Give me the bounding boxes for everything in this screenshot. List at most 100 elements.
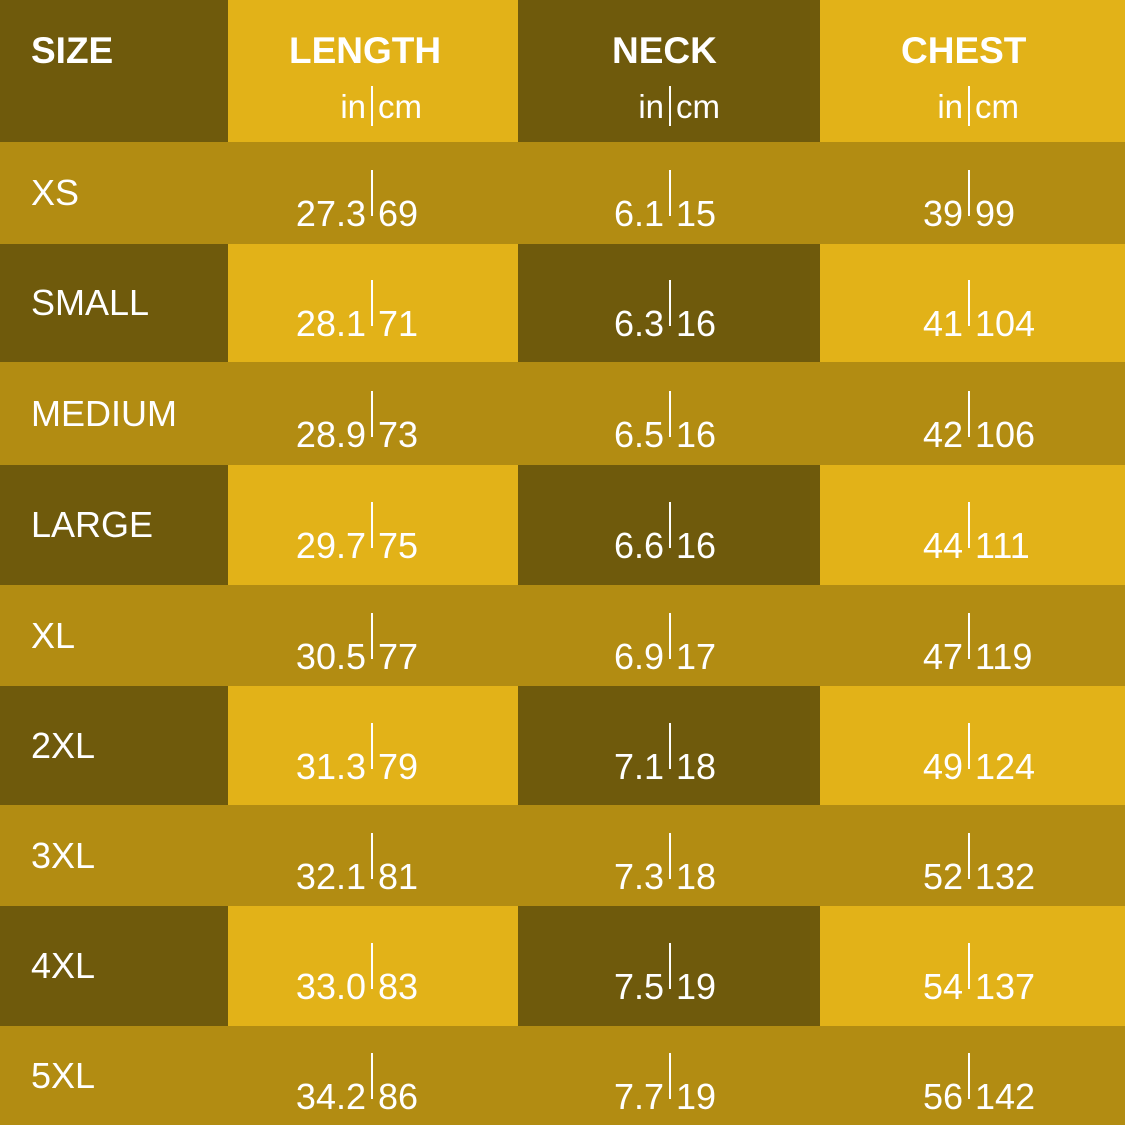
value-divider — [371, 502, 373, 548]
neck-cm: 18 — [676, 855, 717, 897]
length-cm: 83 — [378, 966, 419, 1007]
table-row: XS 27.3 69 6.1 15 39 99 — [0, 142, 1125, 244]
length-in: 28.9 — [295, 413, 366, 455]
chest-in: 39 — [922, 193, 963, 234]
neck-in: 6.9 — [613, 635, 664, 677]
size-cell: 3XL — [0, 805, 228, 906]
neck-in: 7.1 — [613, 745, 664, 787]
chest-cm: 124 — [975, 745, 1036, 787]
length-in: 31.3 — [295, 745, 366, 787]
neck-cm: 16 — [676, 413, 717, 455]
length-in: 32.1 — [295, 855, 366, 897]
value-divider — [371, 1052, 373, 1099]
c3-bg — [820, 686, 1125, 805]
neck-cm: 19 — [676, 966, 717, 1007]
unit-cm: cm — [378, 88, 422, 125]
size-cell: 4XL — [0, 906, 228, 1026]
value-divider — [669, 280, 671, 326]
c1-bg — [228, 686, 518, 805]
unit-divider — [968, 86, 970, 126]
chest-in: 41 — [922, 303, 963, 344]
value-divider — [669, 612, 671, 659]
size-cell: XS — [0, 142, 228, 244]
chest-cm: 137 — [975, 966, 1036, 1007]
size-cell: SMALL — [0, 244, 228, 362]
size-label: SMALL — [31, 282, 150, 323]
c1-bg — [228, 362, 518, 465]
size-label: 4XL — [31, 945, 96, 986]
header-chest-cell: CHEST — [820, 0, 1125, 142]
table-row: SMALL 28.1 71 6.3 16 41 104 — [0, 244, 1125, 362]
size-label: XL — [31, 614, 76, 656]
chest-in: 49 — [922, 745, 963, 787]
chest-in: 54 — [922, 966, 963, 1007]
value-divider — [371, 390, 373, 437]
table-row: MEDIUM 28.9 73 6.5 16 42 106 — [0, 362, 1125, 465]
chest-in: 52 — [922, 855, 963, 897]
neck-in: 6.1 — [613, 193, 664, 234]
value-divider — [968, 280, 970, 326]
chest-cm: 142 — [975, 1075, 1036, 1117]
c1-bg — [228, 585, 518, 686]
size-label: XS — [31, 172, 80, 213]
table-row: 5XL 34.2 86 7.7 19 56 142 — [0, 1026, 1125, 1125]
neck-in: 7.5 — [613, 966, 664, 1007]
header-size-cell: SIZE — [0, 0, 228, 142]
size-cell: 5XL — [0, 1026, 228, 1125]
chest-cm: 132 — [975, 855, 1036, 897]
size-cell: LARGE — [0, 465, 228, 585]
value-divider — [669, 390, 671, 437]
header-length-cell: LENGTH — [228, 0, 518, 142]
size-label: 2XL — [31, 724, 96, 766]
length-cm: 71 — [378, 303, 419, 344]
c1-bg — [228, 906, 518, 1026]
c3-bg — [820, 142, 1125, 244]
value-divider — [669, 832, 671, 879]
c1-bg — [228, 142, 518, 244]
neck-cm: 17 — [676, 635, 717, 677]
unit-in: in — [340, 88, 366, 125]
value-divider — [669, 502, 671, 548]
length-cm: 81 — [378, 855, 419, 897]
chest-in: 56 — [922, 1075, 963, 1117]
chest-cm: 111 — [975, 525, 1030, 566]
unit-in: in — [638, 88, 664, 125]
value-divider — [968, 832, 970, 879]
length-in: 27.3 — [295, 193, 366, 234]
size-cell: XL — [0, 585, 228, 686]
size-cell: 2XL — [0, 686, 228, 805]
value-divider — [669, 943, 671, 989]
neck-cm: 18 — [676, 745, 717, 787]
value-divider — [968, 170, 970, 216]
value-divider — [371, 280, 373, 326]
neck-cm: 15 — [676, 193, 717, 234]
c3-bg — [820, 1026, 1125, 1125]
table-row: 2XL 31.3 79 7.1 18 49 124 — [0, 686, 1125, 805]
header-chest: CHEST — [901, 30, 1027, 71]
neck-cm: 16 — [676, 303, 717, 344]
unit-cm: cm — [975, 88, 1019, 125]
value-divider — [371, 722, 373, 769]
c3-bg — [820, 906, 1125, 1026]
c3-bg — [820, 805, 1125, 906]
header-neck: NECK — [612, 30, 717, 71]
neck-in: 6.5 — [613, 413, 664, 455]
length-in: 28.1 — [295, 303, 366, 344]
value-divider — [968, 722, 970, 769]
length-cm: 86 — [378, 1075, 419, 1117]
c1-bg — [228, 465, 518, 585]
c1-bg — [228, 244, 518, 362]
header-length: LENGTH — [289, 30, 442, 71]
unit-divider — [669, 86, 671, 126]
neck-in: 6.3 — [613, 303, 664, 344]
value-divider — [669, 1052, 671, 1099]
c3-bg — [820, 465, 1125, 585]
c3-bg — [820, 362, 1125, 465]
table-row: 4XL 33.0 83 7.5 19 54 137 — [0, 906, 1125, 1026]
length-cm: 77 — [378, 635, 419, 677]
value-divider — [968, 502, 970, 548]
c1-bg — [228, 805, 518, 906]
neck-in: 7.7 — [613, 1075, 664, 1117]
header-size: SIZE — [31, 30, 114, 71]
length-in: 34.2 — [295, 1075, 366, 1117]
